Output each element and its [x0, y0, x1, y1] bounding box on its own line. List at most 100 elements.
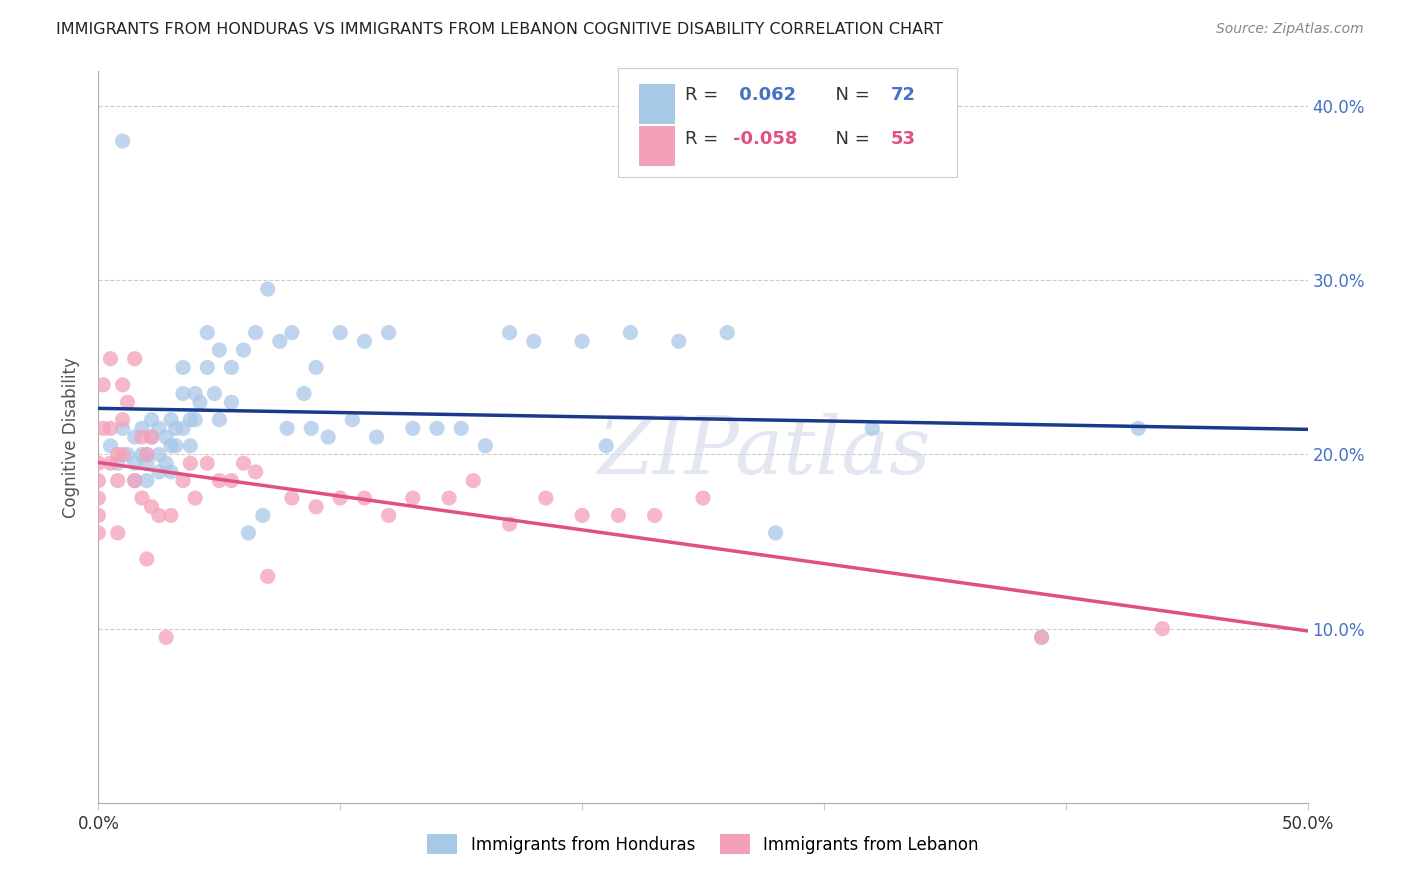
FancyBboxPatch shape	[619, 68, 957, 178]
Point	[534, 491, 557, 505]
Point	[179, 439, 201, 453]
Text: 0.062: 0.062	[734, 87, 796, 104]
Point	[111, 412, 134, 426]
Point	[292, 386, 315, 401]
Point	[450, 421, 472, 435]
Point	[124, 474, 146, 488]
Point	[135, 448, 157, 462]
Point	[377, 508, 399, 523]
Point	[571, 334, 593, 349]
Point	[117, 395, 139, 409]
Point	[402, 491, 425, 505]
Point	[221, 360, 243, 375]
Bar	[638, 127, 675, 167]
Point	[195, 326, 218, 340]
Point	[111, 448, 134, 462]
Point	[172, 360, 194, 375]
Point	[160, 465, 183, 479]
Point	[256, 282, 278, 296]
Point	[111, 134, 134, 148]
Point	[155, 631, 177, 645]
Point	[402, 421, 425, 435]
Point	[107, 525, 129, 540]
Point	[141, 430, 163, 444]
Point	[619, 326, 641, 340]
Point	[165, 439, 187, 453]
Point	[172, 474, 194, 488]
Point	[131, 421, 153, 435]
Point	[571, 508, 593, 523]
Point	[87, 508, 110, 523]
Text: 72: 72	[890, 87, 915, 104]
Point	[87, 456, 110, 470]
Point	[87, 491, 110, 505]
Point	[141, 430, 163, 444]
Point	[107, 456, 129, 470]
Text: N =: N =	[824, 87, 876, 104]
Point	[195, 456, 218, 470]
Point	[342, 412, 364, 426]
Point	[353, 334, 375, 349]
Point	[165, 421, 187, 435]
Text: R =: R =	[685, 87, 724, 104]
Text: R =: R =	[685, 130, 724, 148]
Point	[474, 439, 496, 453]
Point	[100, 351, 122, 366]
Point	[1128, 421, 1150, 435]
Point	[377, 326, 399, 340]
Point	[276, 421, 298, 435]
Point	[232, 343, 254, 357]
Point	[107, 474, 129, 488]
Text: IMMIGRANTS FROM HONDURAS VS IMMIGRANTS FROM LEBANON COGNITIVE DISABILITY CORRELA: IMMIGRANTS FROM HONDURAS VS IMMIGRANTS F…	[56, 22, 943, 37]
Point	[366, 430, 388, 444]
Text: Source: ZipAtlas.com: Source: ZipAtlas.com	[1216, 22, 1364, 37]
Point	[100, 439, 122, 453]
Point	[299, 421, 322, 435]
Text: -0.058: -0.058	[734, 130, 797, 148]
Point	[160, 508, 183, 523]
Point	[329, 326, 352, 340]
Point	[172, 421, 194, 435]
Point	[155, 456, 177, 470]
Point	[184, 386, 207, 401]
Point	[208, 343, 231, 357]
Point	[111, 421, 134, 435]
Point	[252, 508, 274, 523]
Point	[184, 491, 207, 505]
Point	[1031, 631, 1053, 645]
Point	[607, 508, 630, 523]
Point	[155, 430, 177, 444]
Point	[131, 448, 153, 462]
Point	[135, 456, 157, 470]
Point	[256, 569, 278, 583]
Point	[141, 412, 163, 426]
Point	[281, 491, 304, 505]
Point	[179, 412, 201, 426]
Point	[329, 491, 352, 505]
Point	[100, 421, 122, 435]
Point	[498, 326, 520, 340]
Text: N =: N =	[824, 130, 876, 148]
Point	[135, 448, 157, 462]
Point	[668, 334, 690, 349]
Point	[87, 525, 110, 540]
Point	[124, 430, 146, 444]
Point	[141, 500, 163, 514]
Point	[204, 386, 226, 401]
Point	[245, 465, 267, 479]
Point	[437, 491, 460, 505]
Point	[595, 439, 617, 453]
Point	[148, 448, 170, 462]
Point	[188, 395, 211, 409]
Point	[91, 421, 114, 435]
Point	[208, 474, 231, 488]
Point	[860, 421, 883, 435]
Point	[463, 474, 485, 488]
Point	[716, 326, 738, 340]
Point	[269, 334, 291, 349]
Point	[100, 456, 122, 470]
Point	[1031, 631, 1053, 645]
Point	[238, 525, 260, 540]
Point	[160, 439, 183, 453]
Point	[305, 360, 328, 375]
